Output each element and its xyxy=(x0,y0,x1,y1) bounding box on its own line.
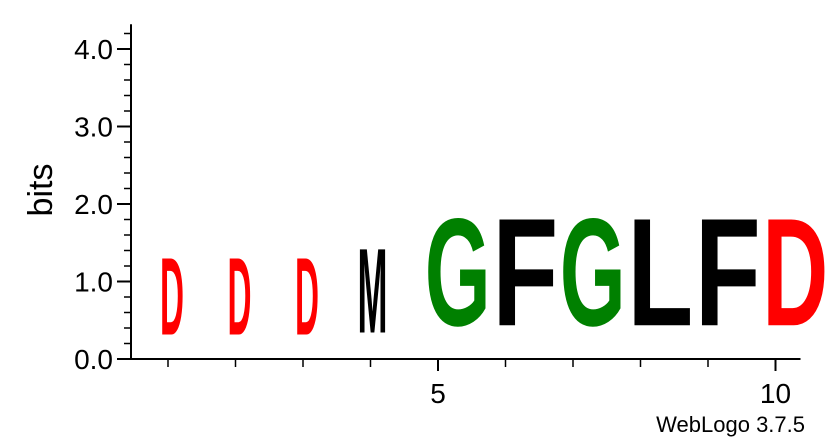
x-tick-label: 10 xyxy=(760,378,791,409)
y-tick-label: 4.0 xyxy=(74,34,113,65)
y-axis: 0.0 1.0 2.0 3.0 4.0 xyxy=(74,24,132,375)
logo-letter-d-pos-2: D xyxy=(228,236,252,359)
y-tick-label: 1.0 xyxy=(74,267,113,298)
logo-letter-f-pos-9: F xyxy=(695,188,761,359)
logo-letter-d-pos-10: D xyxy=(762,187,828,358)
y-tick-label: 3.0 xyxy=(74,112,113,143)
logo-letter-g-pos-5: G xyxy=(425,188,491,359)
logo-letter-f-pos-6: F xyxy=(492,188,558,359)
y-tick-label: 2.0 xyxy=(74,189,113,220)
logo-letter-d-pos-1: D xyxy=(160,236,184,359)
logo-letter-l-pos-8: L xyxy=(627,188,693,359)
logo-letter-g-pos-7: G xyxy=(560,188,626,359)
y-tick-label: 0.0 xyxy=(74,344,113,375)
weblogo-credit: WebLogo 3.7.5 xyxy=(656,412,805,437)
y-axis-label: bits xyxy=(22,164,60,217)
x-axis: 5 10 xyxy=(131,358,801,409)
x-tick-label: 5 xyxy=(430,378,446,409)
logo-letter-d-pos-3: D xyxy=(295,236,319,359)
logo-letter-m-pos-4: M xyxy=(358,223,388,359)
